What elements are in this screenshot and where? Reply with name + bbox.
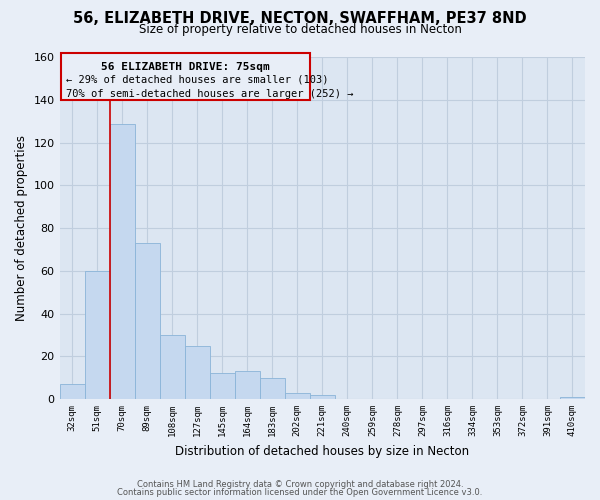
Text: Contains public sector information licensed under the Open Government Licence v3: Contains public sector information licen… bbox=[118, 488, 482, 497]
Text: 56 ELIZABETH DRIVE: 75sqm: 56 ELIZABETH DRIVE: 75sqm bbox=[101, 62, 269, 72]
Bar bbox=[310, 395, 335, 399]
Bar bbox=[285, 392, 310, 399]
FancyBboxPatch shape bbox=[61, 53, 310, 100]
Bar bbox=[134, 243, 160, 399]
Text: 70% of semi-detached houses are larger (252) →: 70% of semi-detached houses are larger (… bbox=[66, 90, 353, 100]
Text: Size of property relative to detached houses in Necton: Size of property relative to detached ho… bbox=[139, 22, 461, 36]
Bar bbox=[160, 335, 185, 399]
Y-axis label: Number of detached properties: Number of detached properties bbox=[15, 135, 28, 321]
Text: 56, ELIZABETH DRIVE, NECTON, SWAFFHAM, PE37 8ND: 56, ELIZABETH DRIVE, NECTON, SWAFFHAM, P… bbox=[73, 11, 527, 26]
Text: Contains HM Land Registry data © Crown copyright and database right 2024.: Contains HM Land Registry data © Crown c… bbox=[137, 480, 463, 489]
Bar bbox=[235, 372, 260, 399]
Bar bbox=[209, 374, 235, 399]
Text: ← 29% of detached houses are smaller (103): ← 29% of detached houses are smaller (10… bbox=[66, 74, 328, 85]
Bar bbox=[59, 384, 85, 399]
X-axis label: Distribution of detached houses by size in Necton: Distribution of detached houses by size … bbox=[175, 444, 469, 458]
Bar bbox=[260, 378, 285, 399]
Bar bbox=[560, 397, 585, 399]
Bar bbox=[185, 346, 209, 399]
Bar bbox=[110, 124, 134, 399]
Bar bbox=[85, 271, 110, 399]
